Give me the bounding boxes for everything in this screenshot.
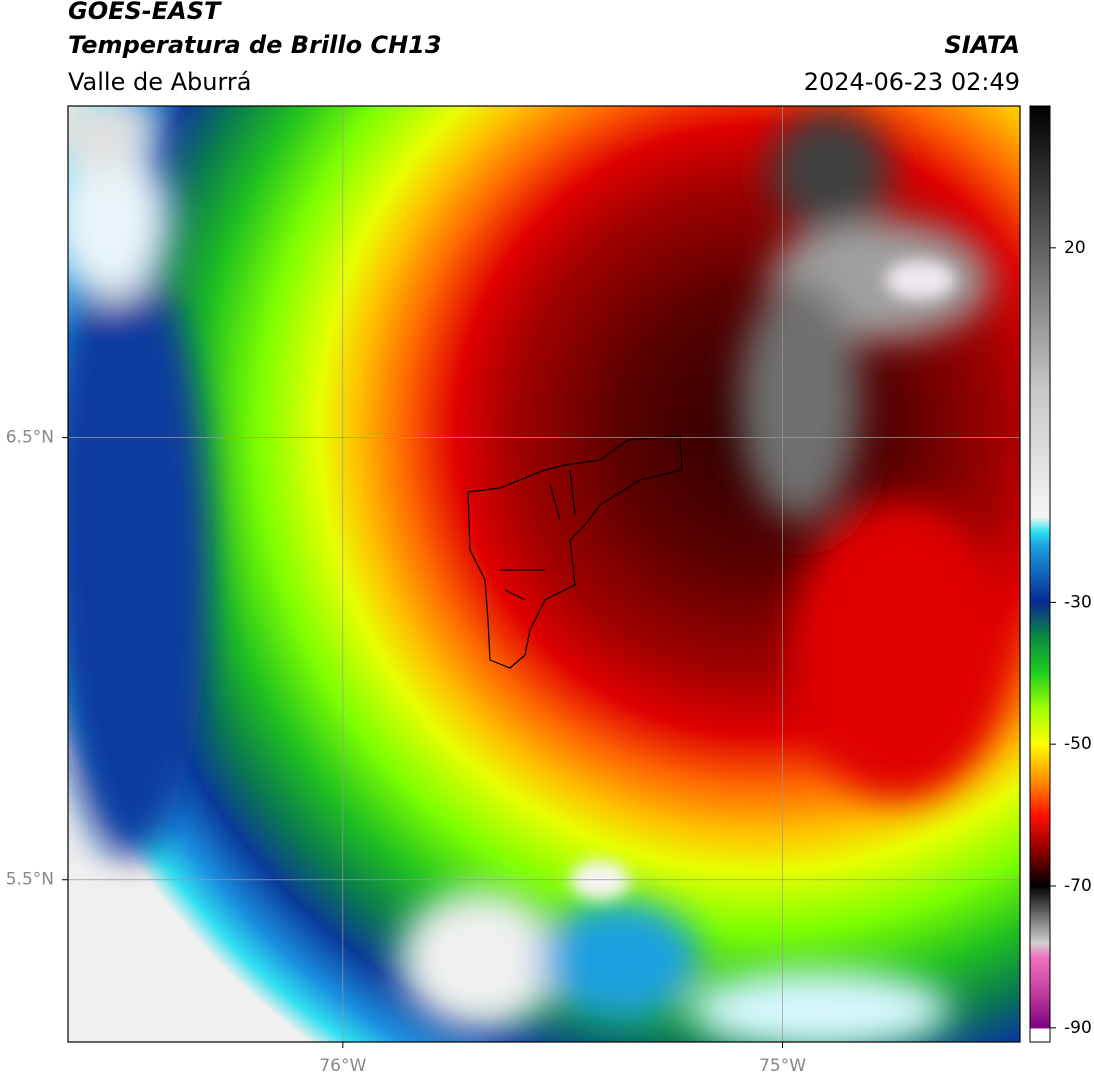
y-tick-label: 6.5°N [6, 428, 54, 448]
y-tick-label: 5.5°N [6, 870, 54, 890]
x-tick-label: 76°W [319, 1056, 366, 1076]
satellite-image [68, 106, 1020, 1042]
subtitle: Temperatura de Brillo CH13 [68, 31, 442, 59]
title: GOES-EAST [68, 0, 222, 25]
region: Valle de Aburrá [68, 68, 252, 96]
agency: SIATA [944, 31, 1020, 59]
timestamp: 2024-06-23 02:49 [804, 68, 1020, 96]
colorbar-tick-label: -30 [1064, 592, 1092, 612]
colorbar-tick-label: 20 [1064, 238, 1086, 258]
x-tick-label: 75°W [759, 1056, 806, 1076]
map-frame [67, 105, 1021, 1043]
colorbar-tick-label: -50 [1064, 734, 1092, 754]
colorbar [1029, 105, 1051, 1043]
valley-outline [467, 435, 683, 669]
colorbar-tick-label: -70 [1064, 876, 1092, 896]
colorbar-tick-label: -90 [1064, 1018, 1092, 1038]
